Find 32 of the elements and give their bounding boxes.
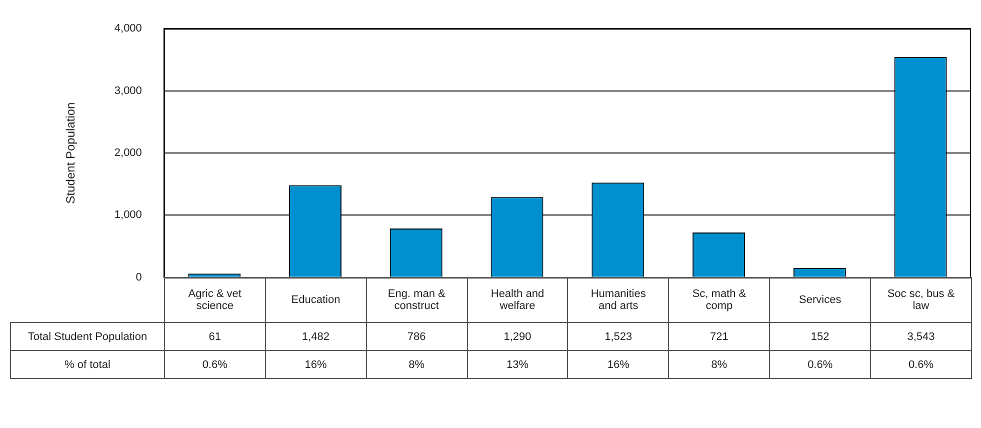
text: 16% [265,350,366,378]
data-label: 3,543 [870,322,972,350]
y-tick-label: 4,000 [114,22,142,35]
data-label: 1,482 [265,322,366,350]
text: 8% [366,350,468,378]
data-label: 721 [668,322,770,350]
data-label: 61 [164,322,266,350]
data-label: 152 [770,322,871,350]
x-tick-label: Services [770,278,871,322]
text: 0.6% [870,350,972,378]
text: 8% [668,350,770,378]
text: 0.6% [770,350,871,378]
y-tick-label: 2,000 [114,147,142,160]
y-tick-label: 1,000 [114,209,142,222]
text: % of total [10,350,164,378]
x-tick-label: Eng. man & construct [366,278,468,322]
data-label: 1,290 [467,322,568,350]
x-tick-label: Education [265,278,366,322]
x-tick-label: Soc sc, bus & law [870,278,972,322]
x-tick-label: Health and welfare [467,278,568,322]
text: 0.6% [164,350,266,378]
x-tick-label: Sc, math & comp [668,278,770,322]
x-tick-label: Agric & vet science [164,278,266,322]
text: 16% [568,350,669,378]
y-axis-title: Student Population [64,102,78,204]
text: 13% [467,350,568,378]
data-label: 1,523 [568,322,669,350]
data-label: 786 [366,322,468,350]
y-tick-label: 0 [136,271,142,284]
y-tick-label: 3,000 [114,84,142,97]
x-tick-label: Humanities and arts [568,278,669,322]
text: Total Student Population [10,322,164,350]
